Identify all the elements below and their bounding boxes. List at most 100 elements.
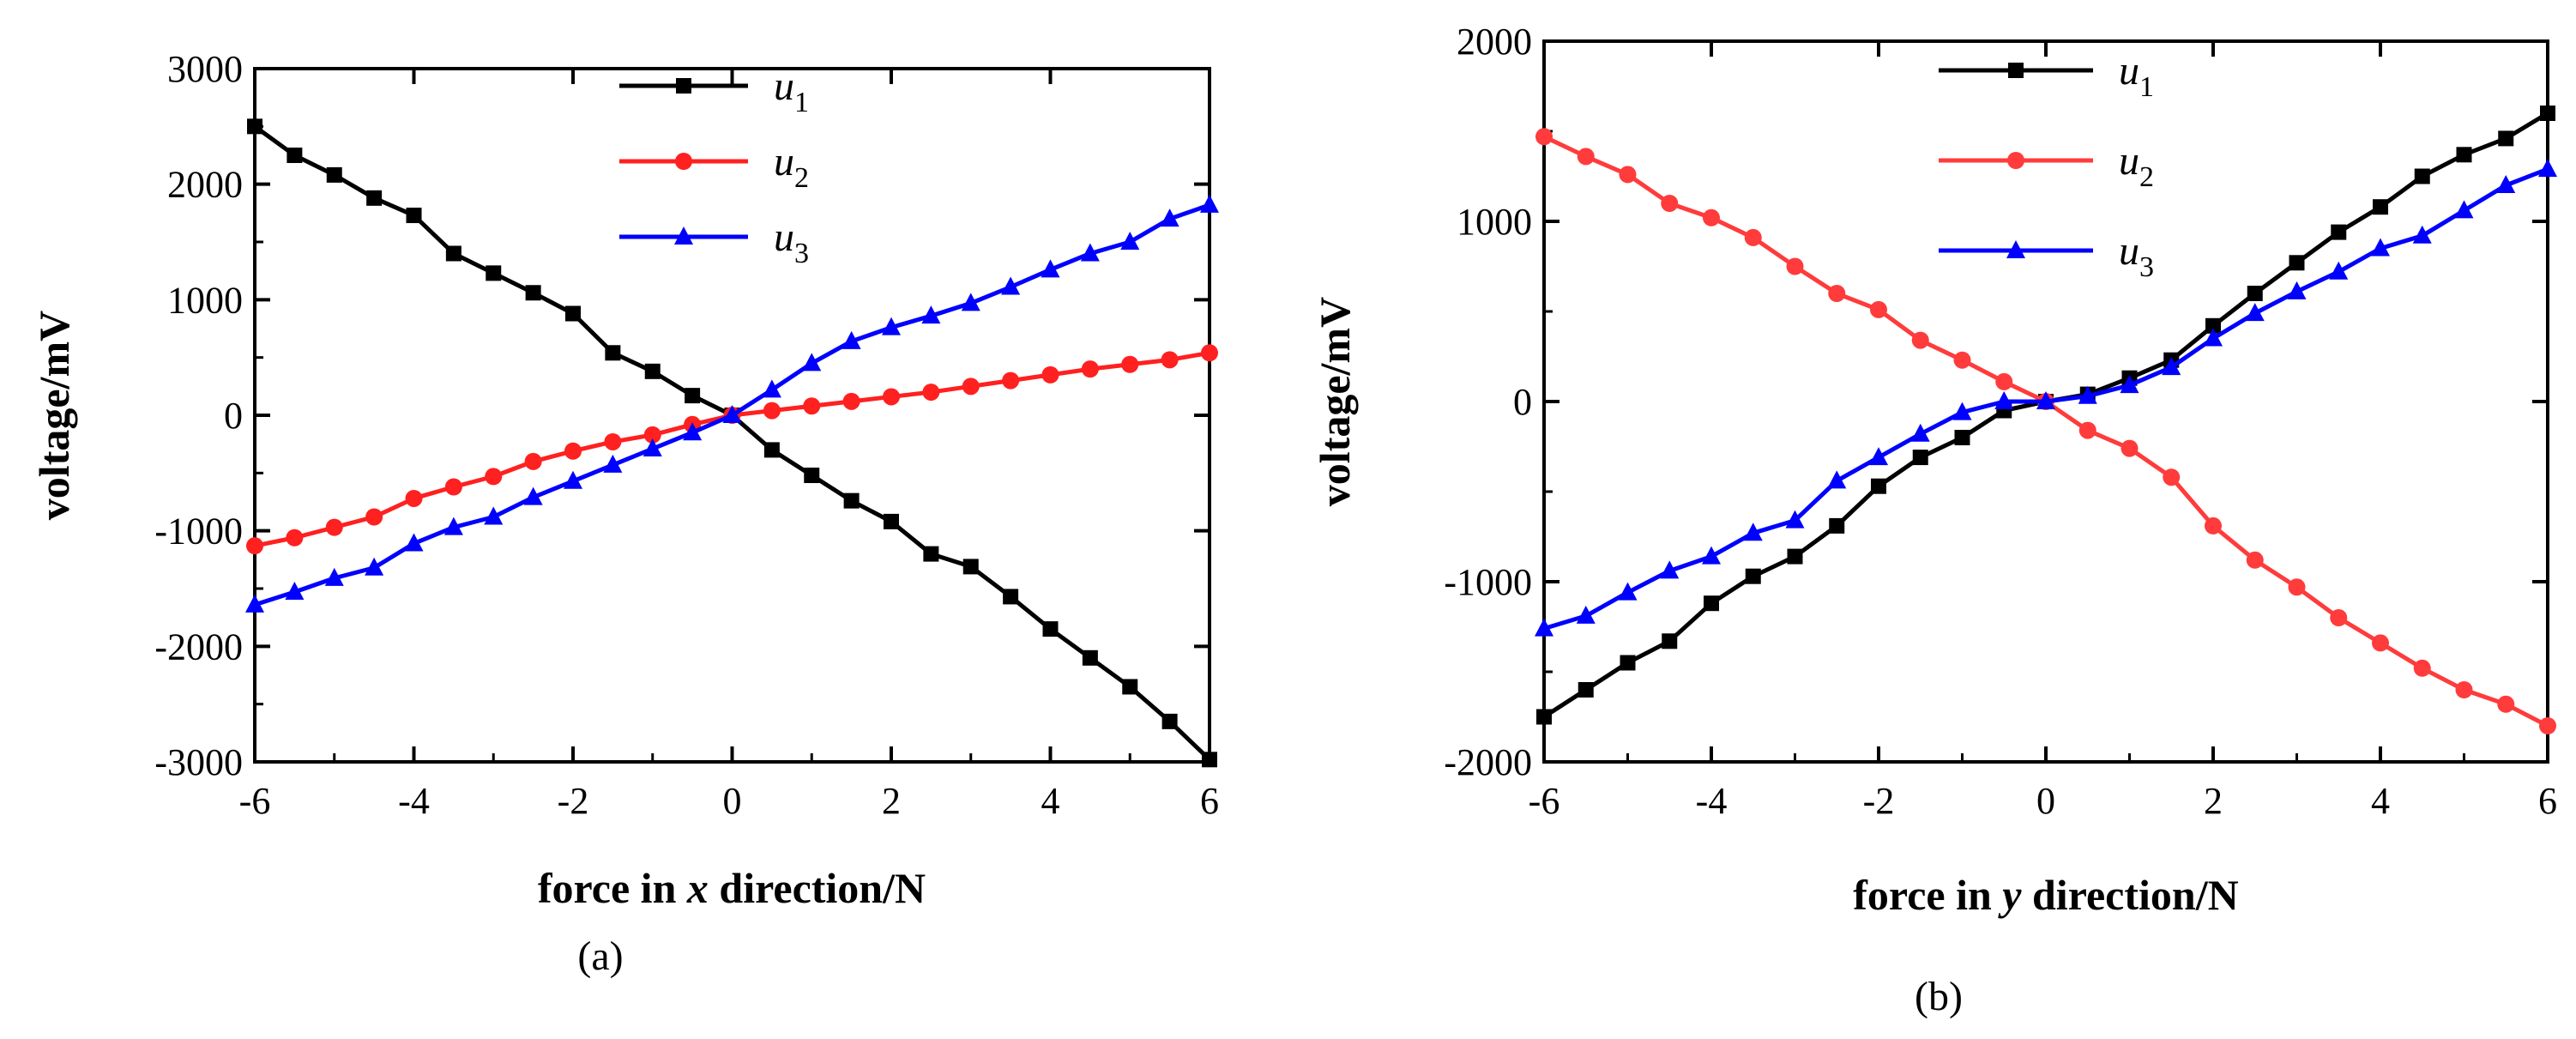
data-point [1161, 351, 1179, 369]
legend-marker [2007, 152, 2024, 169]
data-point [804, 468, 820, 484]
legend-label: u3 [774, 214, 809, 269]
data-point [1786, 257, 1804, 275]
data-point [644, 363, 661, 379]
data-point [2289, 255, 2305, 271]
data-point [1910, 423, 1930, 442]
legend-label: u3 [2119, 228, 2154, 283]
data-point [884, 513, 899, 529]
legend-label-name: u [2119, 228, 2139, 274]
x-tick-label: 6 [1200, 780, 1219, 822]
data-point [1577, 148, 1595, 166]
data-point [287, 148, 303, 163]
data-point [1912, 450, 1928, 466]
data-point [843, 492, 860, 509]
data-point [1952, 402, 1972, 420]
data-point [1827, 470, 1847, 489]
data-point [2413, 659, 2431, 677]
data-point [523, 486, 543, 505]
x-tick-label: 6 [2538, 780, 2557, 822]
data-point [1911, 331, 1929, 349]
data-point [683, 422, 703, 441]
legend-label-name: u [774, 214, 794, 260]
x-tick-label: -6 [1529, 780, 1560, 822]
y-tick-label: -3000 [154, 741, 243, 783]
data-point [685, 388, 701, 404]
x-tick-label: 2 [2204, 780, 2223, 822]
data-point [2078, 385, 2097, 404]
data-point [1082, 649, 1098, 666]
data-point [642, 438, 662, 457]
y-tick-label: 2000 [167, 164, 243, 206]
data-point [1120, 232, 1140, 250]
data-point [2204, 328, 2223, 347]
data-point [2205, 516, 2222, 535]
data-point [2455, 681, 2473, 698]
data-point [1001, 276, 1021, 295]
data-point [366, 190, 383, 206]
x-axis-title-suffix: direction/N [709, 864, 926, 912]
data-point [405, 489, 423, 507]
data-point [324, 567, 344, 586]
legend-label-subscript: 2 [2139, 161, 2154, 193]
data-point [1743, 523, 1763, 541]
data-point [842, 330, 861, 349]
data-point [1041, 365, 1059, 384]
data-point [564, 442, 582, 460]
data-point [762, 379, 781, 398]
legend-entry: u3 [619, 214, 809, 269]
data-point [406, 208, 422, 224]
data-point [2329, 261, 2349, 280]
data-point [1662, 633, 1678, 649]
data-point [803, 397, 821, 415]
chart-panel-b: -6 -4 -2 0 2 4 6 -2000 -1000 0 1000 2000 force in y … [1311, 21, 2557, 1019]
data-point [1160, 208, 1179, 227]
data-point [1704, 595, 1719, 612]
x-axis-title-variable: y [1998, 871, 2022, 919]
data-point [2120, 375, 2139, 394]
data-point [882, 317, 901, 335]
y-tick-label: -2000 [154, 625, 243, 667]
legend-entry: u2 [1939, 138, 2154, 193]
y-tick-label: 3000 [167, 48, 243, 90]
data-point [2205, 317, 2221, 334]
x-tick-label: -6 [239, 780, 271, 822]
legend-marker [2006, 240, 2025, 258]
data-point [1994, 391, 2014, 409]
x-axis-title-variable: x [686, 864, 709, 912]
data-point [763, 402, 781, 420]
x-axis-title: force in y direction/N [1853, 871, 2238, 919]
data-point [1787, 548, 1803, 565]
series-u3 [1535, 159, 2557, 637]
data-point [2372, 634, 2389, 652]
data-point [443, 516, 463, 535]
data-point [2245, 303, 2265, 322]
data-point [2538, 159, 2557, 178]
data-point [961, 293, 980, 311]
panel-label: (b) [1915, 974, 1963, 1019]
data-point [2287, 281, 2307, 299]
data-point [604, 432, 622, 450]
x-axis-title: force in x direction/N [538, 864, 926, 912]
data-point [1121, 355, 1139, 373]
data-point [2496, 175, 2516, 193]
y-tick-label: -1000 [154, 510, 243, 553]
data-point [1202, 752, 1217, 768]
data-point [525, 285, 541, 301]
data-point [2539, 717, 2556, 734]
legend-label: u2 [774, 139, 809, 194]
data-point [247, 118, 262, 135]
data-point [1619, 166, 1637, 184]
y-tick-label: -1000 [1444, 561, 1532, 603]
legend-entry: u2 [619, 139, 809, 194]
data-point [2373, 199, 2388, 215]
legend-marker [676, 78, 691, 94]
legend-label-name: u [774, 139, 794, 184]
data-point [2456, 147, 2472, 163]
data-point [883, 388, 900, 406]
x-tick-label: -4 [1696, 780, 1728, 822]
data-point [404, 533, 424, 552]
data-point [1161, 713, 1178, 729]
data-point [325, 518, 343, 536]
